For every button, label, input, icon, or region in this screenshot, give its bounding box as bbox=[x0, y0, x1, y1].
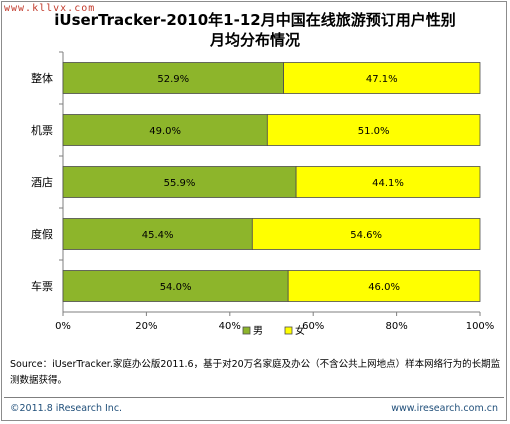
watermark: www.kllvx.com bbox=[4, 3, 96, 14]
data-label: 54.6% bbox=[350, 230, 382, 241]
bar-male bbox=[62, 218, 253, 250]
data-label: 52.9% bbox=[157, 74, 189, 85]
data-label: 44.1% bbox=[372, 178, 404, 189]
bar-female bbox=[283, 62, 481, 94]
bar-female bbox=[266, 114, 481, 146]
bar-female bbox=[295, 166, 481, 198]
x-tick-label: 0% bbox=[55, 321, 71, 332]
legend-label: 男 bbox=[253, 325, 263, 337]
bar-female bbox=[287, 270, 481, 302]
bar-female bbox=[251, 218, 481, 250]
data-label: 45.4% bbox=[142, 230, 174, 241]
chart-title-line2: 月均分布情况 bbox=[209, 31, 300, 49]
data-label: 49.0% bbox=[149, 126, 181, 137]
data-label: 54.0% bbox=[160, 282, 192, 293]
data-label: 51.0% bbox=[358, 126, 390, 137]
legend-swatch-male bbox=[242, 326, 251, 335]
copyright: ©2011.8 iResearch Inc. bbox=[10, 403, 123, 414]
category-label: 机票 bbox=[31, 123, 53, 137]
category-label: 酒店 bbox=[31, 175, 53, 189]
data-label: 47.1% bbox=[366, 74, 398, 85]
data-label: 55.9% bbox=[164, 178, 196, 189]
legend-swatch-female bbox=[284, 326, 293, 335]
category-label: 整体 bbox=[31, 71, 53, 85]
data-label: 46.0% bbox=[368, 282, 400, 293]
bar-male bbox=[62, 166, 297, 198]
x-tick-label: 20% bbox=[135, 321, 157, 332]
legend-label: 女 bbox=[295, 324, 305, 337]
bar-male bbox=[62, 270, 289, 302]
category-label: 度假 bbox=[31, 227, 53, 241]
footer-divider bbox=[4, 397, 504, 398]
bar-male bbox=[62, 62, 284, 94]
x-tick-label: 60% bbox=[302, 321, 324, 332]
website-link[interactable]: www.iresearch.com.cn bbox=[391, 403, 498, 414]
bar-male bbox=[62, 114, 268, 146]
x-tick-label: 100% bbox=[466, 321, 495, 332]
x-tick-label: 80% bbox=[385, 321, 407, 332]
x-tick-label: 40% bbox=[219, 321, 241, 332]
chart-title-line1: iUserTracker-2010年1-12月中国在线旅游预订用户性别 bbox=[54, 11, 456, 29]
source-note: Source：iUserTracker.家庭办公版2011.6，基于对20万名家… bbox=[10, 359, 501, 386]
category-label: 车票 bbox=[31, 279, 53, 293]
